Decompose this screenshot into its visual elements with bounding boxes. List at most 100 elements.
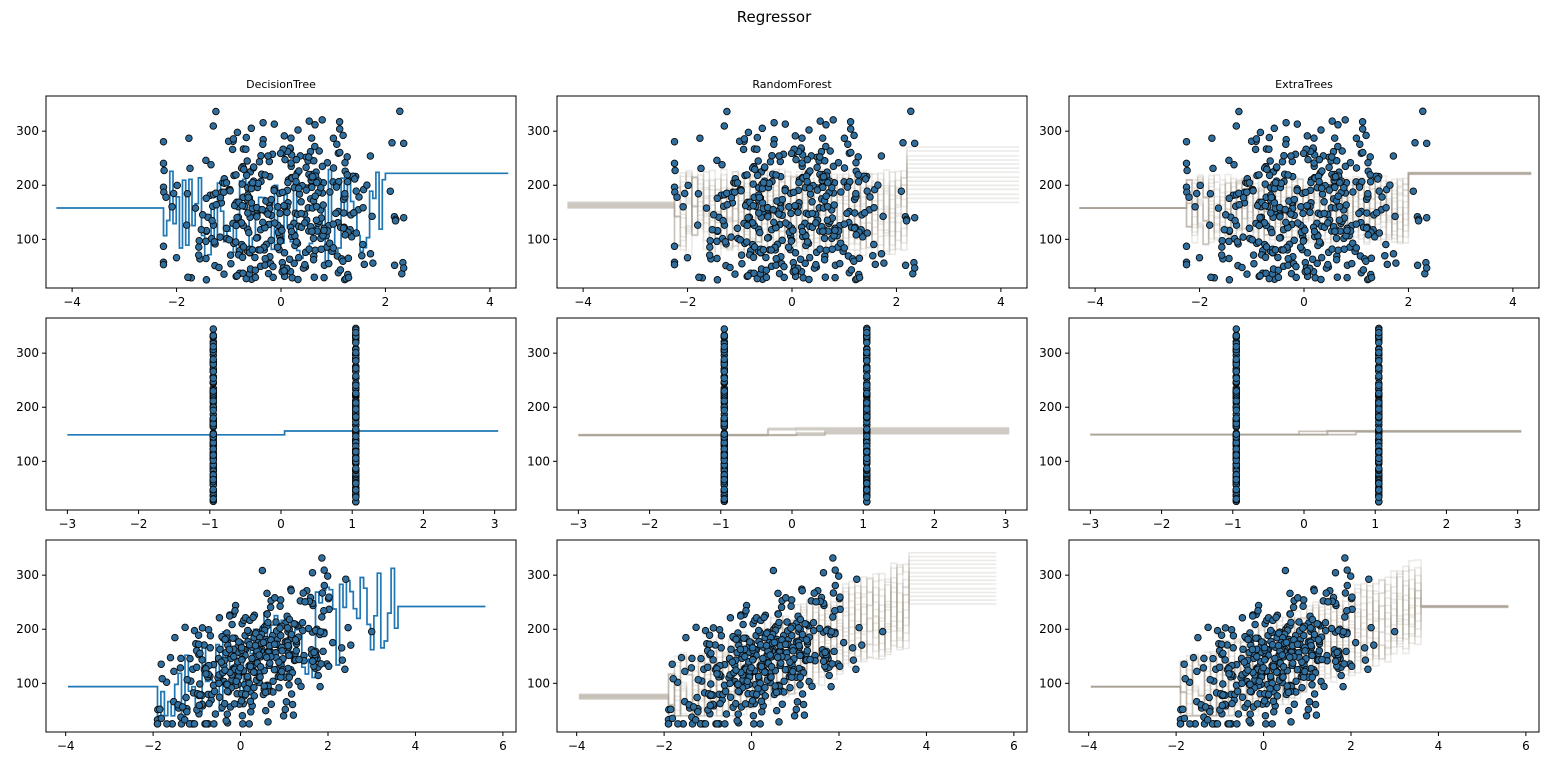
data-point [1375,425,1383,433]
data-point [222,179,231,187]
data-point [731,699,740,708]
data-point [749,201,758,210]
data-point [1334,121,1342,129]
data-point [694,189,703,198]
data-point [352,432,360,441]
data-point [824,178,832,187]
data-point [209,414,218,422]
data-point [1233,720,1241,728]
data-point [184,273,192,282]
data-point [1290,195,1299,204]
data-point [1340,660,1348,668]
data-point [1409,187,1418,195]
data-point [753,145,761,153]
data-point [1382,240,1390,249]
data-point [673,193,681,201]
axes-frame [1068,539,1540,733]
data-point [281,155,289,164]
data-point [717,631,726,640]
data-point [734,680,742,689]
data-point [326,188,334,196]
estimator-prediction-line [578,431,1010,436]
data-point [1260,697,1269,705]
data-point [778,195,787,204]
data-point [713,670,721,678]
data-point [1363,209,1371,217]
y-tick-label: 100 [16,232,39,246]
data-point [798,227,807,236]
data-point [1225,194,1234,203]
data-point [910,213,919,222]
data-point [1324,260,1332,269]
data-point [687,664,696,672]
x-tick-label: 3 [1002,517,1010,531]
data-point [352,328,360,337]
data-point [1301,188,1310,197]
data-point [1336,178,1344,187]
data-point [1270,124,1279,133]
data-point [809,626,818,635]
data-point [1343,566,1351,574]
data-point [241,690,250,699]
data-point [910,264,919,272]
data-point [787,149,796,158]
data-points [720,324,871,506]
data-point [312,202,321,211]
data-point [863,399,871,407]
data-point [1235,107,1243,116]
plot-area [567,107,1020,284]
data-point [183,707,191,716]
data-point [689,703,698,711]
data-point [209,406,218,415]
data-point [1310,134,1318,142]
data-points [1232,324,1383,506]
data-point [722,710,731,718]
data-point [343,171,351,179]
data-point [1255,171,1263,179]
data-point [1229,644,1237,652]
data-point [1194,633,1202,642]
data-point [1278,651,1286,659]
data-point [796,681,804,689]
data-point [1364,665,1372,674]
data-point [1411,139,1419,147]
data-point [1293,120,1302,128]
data-point [270,120,279,128]
data-point [713,254,721,263]
data-point [1232,374,1241,382]
data-point [256,673,264,681]
data-point [1279,673,1287,681]
data-point [202,254,210,263]
data-point [1253,652,1261,661]
y-tick-label: 200 [1039,400,1062,414]
data-point [835,662,844,671]
data-point [786,658,794,666]
data-point [800,711,809,719]
data-point [877,152,886,160]
data-point [808,209,816,218]
data-point [854,171,862,179]
data-point [752,690,761,699]
data-point [1180,714,1189,723]
data-point [386,187,395,195]
data-point [1205,221,1214,229]
data-point [716,699,724,708]
data-point [709,624,718,632]
x-tick-label: 0 [748,739,756,753]
data-point [1313,620,1321,628]
y-tick-label: 300 [16,568,39,582]
data-point [1331,568,1340,577]
data-point [223,680,231,689]
data-point [238,201,247,210]
y-tick-label: 300 [16,124,39,138]
data-point [803,155,812,164]
estimator-prediction-line [578,432,1010,436]
x-tick-label: 2 [1347,739,1355,753]
data-point [1181,674,1189,683]
data-point [1348,259,1356,268]
data-point [774,610,783,618]
data-point [852,158,860,167]
data-point [1301,667,1309,676]
data-point [1248,236,1256,244]
subplot-title: ExtraTrees [1275,78,1333,91]
